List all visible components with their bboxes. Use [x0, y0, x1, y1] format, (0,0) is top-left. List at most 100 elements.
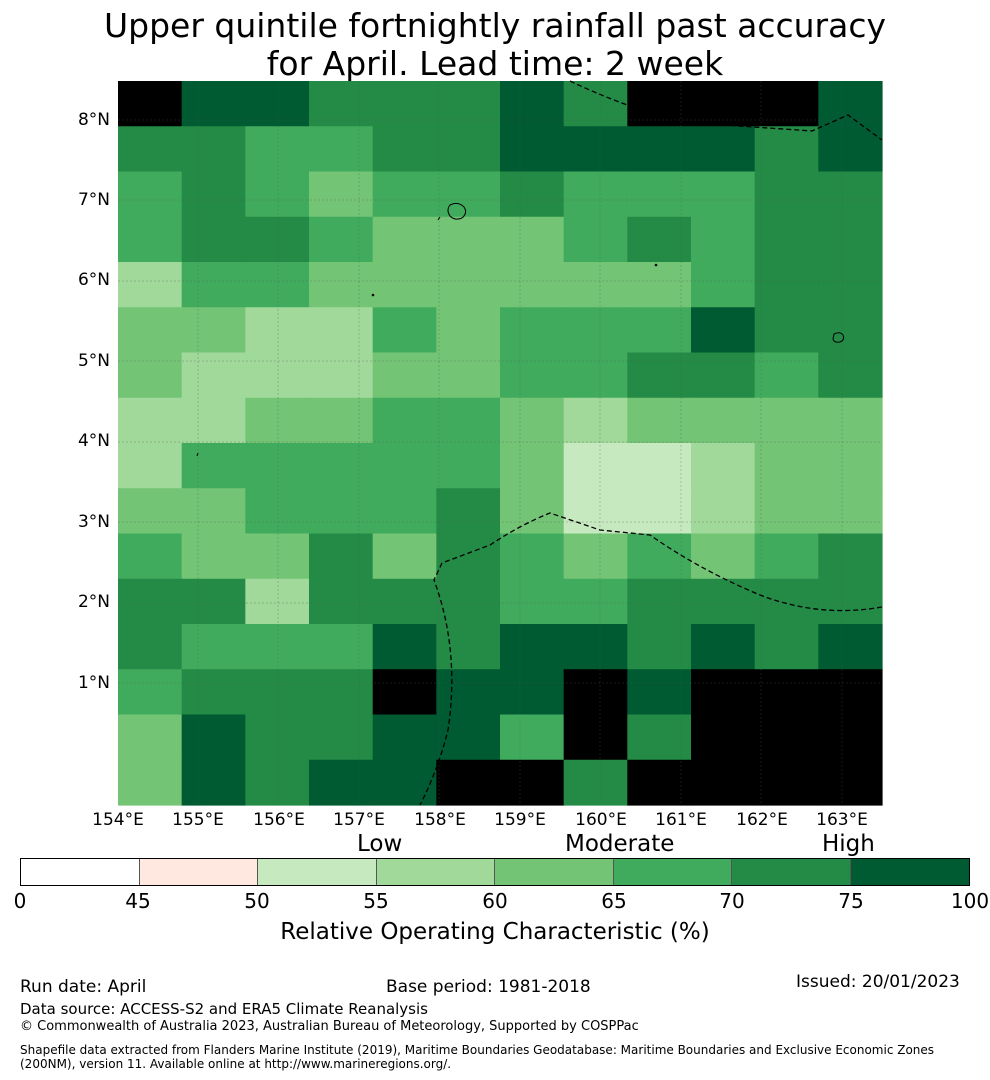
map-cell	[245, 443, 310, 489]
map-cell	[245, 307, 310, 354]
map-cell	[818, 624, 883, 670]
map-cell	[691, 307, 756, 354]
map-cell	[754, 714, 819, 761]
map-cell	[500, 126, 565, 173]
map-cell	[181, 488, 246, 535]
lon-label: 155°E	[172, 810, 224, 830]
map-cell	[627, 81, 692, 127]
map-cell	[118, 488, 183, 535]
map-cell	[118, 714, 183, 761]
map-cell	[372, 533, 437, 580]
lat-label: 3°N	[77, 512, 110, 532]
map-cell	[118, 443, 183, 489]
map-cell	[181, 171, 246, 218]
lon-label: 158°E	[414, 810, 466, 830]
map-cell	[181, 578, 246, 625]
map-cell	[627, 307, 692, 354]
map-cell	[500, 397, 565, 444]
lat-label: 6°N	[77, 270, 110, 290]
map-cell	[309, 488, 374, 535]
shapefile-credit-line1: Shapefile data extracted from Flanders M…	[20, 1043, 935, 1057]
map-cell	[754, 216, 819, 263]
map-cell	[627, 443, 692, 489]
map-cell	[691, 714, 756, 761]
map-cell	[627, 171, 692, 218]
map-cell	[627, 216, 692, 263]
run-date: Run date: April	[20, 977, 147, 997]
map-cell	[309, 714, 374, 761]
map-cell	[118, 759, 183, 806]
map-cell	[754, 307, 819, 354]
map-cell	[245, 714, 310, 761]
map-cell	[754, 262, 819, 308]
lat-label: 1°N	[77, 673, 110, 693]
map-cell	[500, 352, 565, 399]
map-cell	[245, 81, 310, 127]
map-cell	[563, 714, 628, 761]
map-cell	[500, 171, 565, 218]
lon-label: 160°E	[575, 810, 627, 830]
map-cell	[436, 578, 501, 625]
map-cell	[436, 443, 501, 489]
map-cell	[563, 397, 628, 444]
map-cell	[818, 307, 883, 354]
map-cell	[245, 352, 310, 399]
map-cell	[309, 126, 374, 173]
map-cell	[372, 578, 437, 625]
lon-label: 161°E	[655, 810, 707, 830]
map-cell	[818, 352, 883, 399]
colorbar-segment	[732, 859, 851, 885]
map-cell	[372, 759, 437, 806]
map-cell	[500, 759, 565, 806]
map-cell	[563, 171, 628, 218]
map-cell	[818, 533, 883, 580]
map-cell	[372, 669, 437, 716]
colorbar-segment	[258, 859, 377, 885]
map-cell	[118, 669, 183, 716]
map-cell	[181, 443, 246, 489]
map-cell	[563, 307, 628, 354]
map-cell	[372, 216, 437, 263]
colorbar-tick: 75	[838, 889, 864, 913]
map-cell	[245, 624, 310, 670]
map-cell	[118, 126, 183, 173]
category-low: Low	[357, 831, 403, 857]
lat-label: 2°N	[77, 592, 110, 612]
map-cell	[181, 216, 246, 263]
map-cell	[372, 624, 437, 670]
map-cell	[818, 759, 883, 806]
map-cell	[500, 533, 565, 580]
map-cell	[818, 262, 883, 308]
map-cell	[500, 669, 565, 716]
map-cell	[691, 533, 756, 580]
map-cell	[691, 669, 756, 716]
map-cell	[563, 352, 628, 399]
map-cell	[818, 714, 883, 761]
map-cell	[563, 126, 628, 173]
map-cell	[754, 533, 819, 580]
map-cell	[245, 488, 310, 535]
map-cell	[245, 533, 310, 580]
shapefile-credit-line2: (200NM), version 11. Available online at…	[20, 1057, 452, 1071]
lon-label: 162°E	[736, 810, 788, 830]
map-cell	[309, 669, 374, 716]
map-cell	[754, 488, 819, 535]
map-cell	[754, 624, 819, 670]
map-cell	[309, 81, 374, 127]
map-cell	[691, 624, 756, 670]
map-cell	[563, 488, 628, 535]
map-cell	[436, 488, 501, 535]
lon-label: 163°E	[816, 810, 868, 830]
colorbar-segment	[613, 859, 732, 885]
map-cell	[691, 759, 756, 806]
map-cell	[181, 126, 246, 173]
colorbar-segment	[139, 859, 258, 885]
category-moderate: Moderate	[565, 831, 675, 857]
map-cell	[818, 488, 883, 535]
map-cell	[309, 397, 374, 444]
map-cell	[118, 397, 183, 444]
map-cell	[372, 714, 437, 761]
map-cell	[309, 171, 374, 218]
map-cell	[245, 171, 310, 218]
map-cell	[181, 307, 246, 354]
